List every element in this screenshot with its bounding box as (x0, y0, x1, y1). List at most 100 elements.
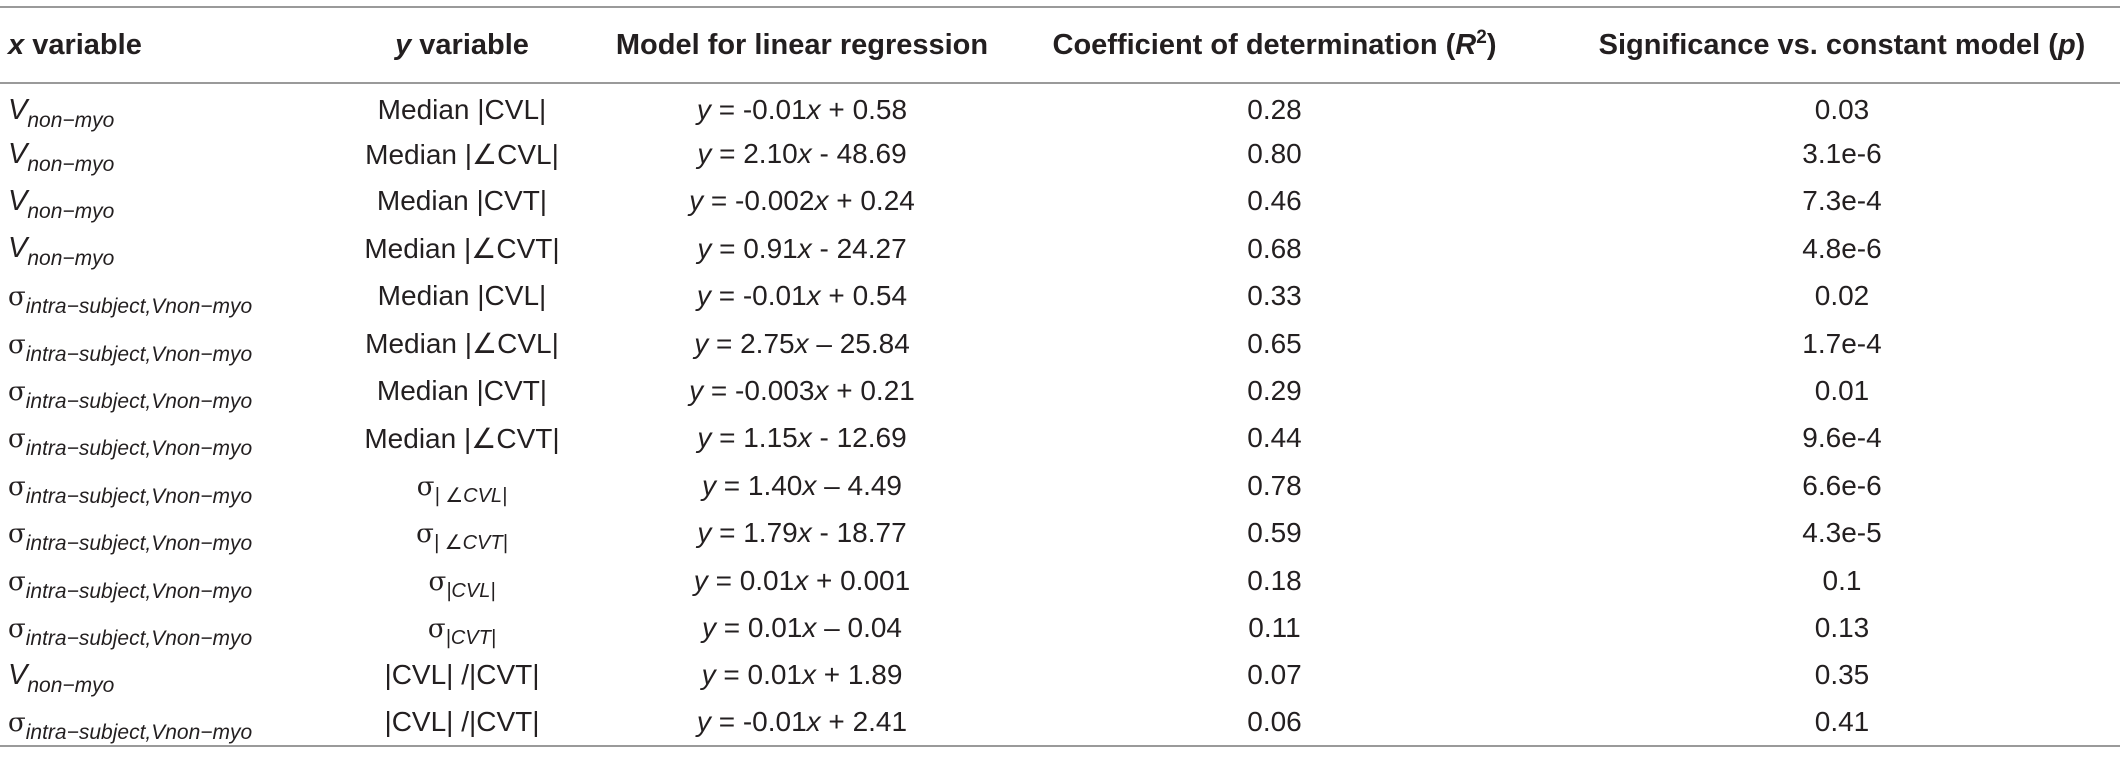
cell-p-value: 7.3e-4 (1802, 185, 1882, 217)
cell-x-variable: Vnon−myo (0, 652, 313, 699)
cell-r-squared: 0.18 (1247, 564, 1302, 596)
cell-x-variable: σintra−subject,Vnon−myo (0, 320, 313, 367)
model-coefficient: = 2.75 (708, 327, 795, 359)
x-variable-symbol: V (8, 93, 28, 126)
y-variable-subscript: | ∠CVL| (434, 484, 508, 507)
y-variable-text: Median |CVT| (376, 375, 548, 407)
x-variable-symbol: V (8, 137, 28, 170)
model-lhs: y (693, 564, 708, 596)
cell-x-variable: Vnon−myo (0, 225, 313, 272)
model-coefficient: = 0.01 (707, 564, 795, 596)
cell-x-variable: Vnon−myo (0, 178, 313, 225)
cell-y-variable: Median |CVL| (313, 83, 611, 130)
x-variable-subscript: non−myo (27, 152, 115, 176)
cell-y-variable: |CVL| /|CVT| (313, 699, 611, 748)
y-variable-text: Median |∠CVT| (364, 422, 560, 454)
cell-r-squared: 0.29 (1247, 375, 1302, 407)
y-variable-text: Median |CVL| (377, 94, 547, 126)
model-variable: x (814, 375, 829, 407)
cell-x-variable: σintra−subject,Vnon−myo (0, 462, 313, 509)
y-variable-symbol: σ (416, 519, 434, 550)
x-variable-subscript: intra−subject,Vnon−myo (25, 342, 253, 366)
model-variable: x (806, 94, 821, 126)
model-intercept: + 2.41 (820, 706, 908, 738)
header-text-pre: Coefficient of determination ( (1052, 28, 1456, 61)
model-variable: x (806, 280, 821, 312)
model-coefficient: = 1.15 (711, 422, 798, 454)
x-variable-symbol: σ (8, 471, 26, 502)
cell-y-variable: σ| ∠CVL| (313, 462, 611, 509)
header-text-tail: ) (2075, 28, 2086, 61)
model-coefficient: = 2.10 (711, 138, 798, 170)
model-coefficient: = 0.01 (715, 611, 803, 643)
cell-x-variable: σintra−subject,Vnon−myo (0, 604, 313, 651)
header-text-pre: Significance vs. constant model ( (1598, 28, 2058, 61)
x-variable-subscript: non−myo (27, 247, 115, 271)
x-variable-symbol: σ (8, 424, 26, 455)
model-lhs: y (697, 422, 712, 454)
cell-model: y = -0.002x + 0.24 (611, 178, 993, 225)
cell-r-squared: 0.78 (1247, 469, 1302, 501)
cell-y-variable: σ| ∠CVT| (313, 510, 611, 557)
header-italic-symbol: p (2057, 28, 2076, 61)
model-lhs: y (696, 94, 711, 126)
y-variable-symbol: σ (416, 471, 435, 502)
y-variable-symbol: σ (428, 566, 447, 597)
model-variable: x (794, 327, 809, 359)
model-coefficient: = 1.40 (715, 469, 803, 501)
cell-x-variable: Vnon−myo (0, 130, 313, 177)
x-variable-symbol: σ (8, 282, 26, 313)
cell-model: y = 2.10x - 48.69 (611, 130, 993, 177)
y-variable-text: Median |CVT| (376, 185, 548, 217)
cell-r-squared: 0.11 (1248, 611, 1301, 643)
cell-model: y = -0.01x + 0.54 (611, 273, 993, 320)
header-r-squared: Coefficient of determination (R2) (993, 6, 1556, 84)
header-text-pre: Model for linear regression (615, 28, 989, 61)
x-variable-symbol: V (8, 232, 28, 265)
header-model: Model for linear regression (611, 6, 993, 84)
model-variable: x (797, 232, 812, 264)
cell-p-value: 0.1 (1822, 564, 1862, 596)
model-lhs: y (701, 469, 716, 501)
cell-y-variable: Median |CVT| (313, 367, 611, 414)
model-lhs: y (694, 327, 709, 359)
model-variable: x (797, 422, 812, 454)
x-variable-subscript: intra−subject,Vnon−myo (25, 626, 253, 650)
model-lhs: y (697, 138, 712, 170)
model-lhs: y (696, 280, 711, 312)
cell-y-variable: Median |∠CVT| (313, 415, 611, 462)
cell-x-variable: Vnon−myo (0, 83, 313, 132)
x-variable-subscript: intra−subject,Vnon−myo (25, 532, 253, 556)
x-variable-symbol: σ (8, 708, 26, 739)
model-coefficient: = -0.01 (710, 706, 807, 738)
table-row: σintra−subject,Vnon−myo |CVL| /|CVT| y = -… (0, 699, 2120, 748)
model-coefficient: = 0.91 (711, 232, 798, 264)
cell-model: y = 1.40x – 4.49 (611, 462, 993, 509)
cell-x-variable: σintra−subject,Vnon−myo (0, 557, 313, 604)
cell-model: y = -0.01x + 2.41 (611, 699, 993, 748)
x-variable-subscript: intra−subject,Vnon−myo (25, 295, 253, 319)
y-variable-text: Median |∠CVL| (365, 328, 559, 360)
cell-r-squared: 0.68 (1247, 232, 1302, 264)
x-variable-subscript: intra−subject,Vnon−myo (25, 721, 253, 745)
cell-model: y = -0.003x + 0.21 (611, 367, 993, 414)
cell-model: y = 0.01x + 1.89 (611, 652, 993, 699)
cell-y-variable: |CVL| /|CVT| (313, 652, 611, 699)
table-body: Vnon−myo Median |CVL| y = -0.01x + 0.58 0.2… (0, 83, 2120, 748)
cell-model: y = 2.75x – 25.84 (611, 320, 993, 367)
table-row: σintra−subject,Vnon−myo σ| ∠CVT| y = 1.79x… (0, 510, 2120, 557)
cell-r-squared: 0.28 (1247, 94, 1302, 126)
header-italic-symbol: x (8, 28, 25, 61)
cell-r-squared: 0.59 (1247, 517, 1302, 549)
x-variable-subscript: intra−subject,Vnon−myo (25, 579, 253, 603)
model-coefficient: = 1.79 (711, 517, 798, 549)
header-text-tail: ) (1486, 28, 1497, 61)
header-x-variable: x variable (0, 6, 313, 84)
y-variable-subscript: |CVT| (445, 626, 497, 649)
y-variable-text: Median |∠CVT| (364, 233, 560, 265)
y-variable-symbol: σ (427, 613, 446, 644)
y-variable-text: |CVL| /|CVT| (384, 706, 540, 738)
table-header: x variable y variable Model for linear reg… (0, 6, 2120, 84)
model-lhs: y (701, 659, 716, 691)
